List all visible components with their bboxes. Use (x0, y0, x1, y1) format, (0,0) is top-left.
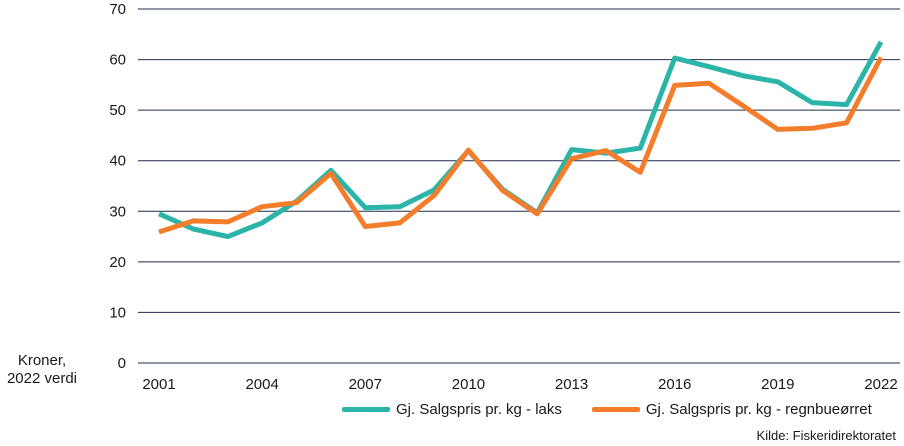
legend-swatch-laks (342, 407, 390, 412)
y-tick-label: 20 (109, 254, 126, 271)
y-tick-label: 50 (109, 102, 126, 119)
x-tick-label: 2004 (245, 376, 278, 393)
x-tick-label: 2019 (761, 376, 794, 393)
x-tick-label: 2007 (349, 376, 382, 393)
x-tick-label: 2022 (864, 376, 897, 393)
y-tick-label: 30 (109, 203, 126, 220)
y-tick-label: 10 (109, 304, 126, 321)
x-tick-label: 2013 (555, 376, 588, 393)
series-line-regnbueorret (158, 56, 884, 235)
y-tick-label: 70 (109, 1, 126, 18)
y-axis-label: Kroner, 2022 verdi (6, 352, 78, 387)
legend-item-regnbueorret: Gj. Salgspris pr. kg - regnbueørret (591, 401, 872, 418)
legend-label-laks: Gj. Salgspris pr. kg - laks (396, 401, 562, 418)
x-tick-label: 2001 (142, 376, 175, 393)
legend: Gj. Salgspris pr. kg - laks Gj. Salgspri… (342, 401, 872, 418)
y-axis-ticks: 0 10 20 30 40 50 60 70 (109, 1, 126, 372)
x-tick-label: 2016 (658, 376, 691, 393)
legend-label-regnbueorret: Gj. Salgspris pr. kg - regnbueørret (645, 401, 872, 418)
legend-item-laks: Gj. Salgspris pr. kg - laks (342, 401, 562, 418)
gridlines (138, 8, 900, 364)
x-axis-ticks: 2001 2004 2007 2010 2013 2016 2019 2022 (142, 376, 897, 393)
x-tick-label: 2010 (452, 376, 485, 393)
y-tick-label: 0 (118, 355, 126, 372)
series-lines (157, 40, 884, 240)
source-note: Kilde: Fiskeridirektoratet (756, 428, 896, 443)
y-tick-label: 40 (109, 153, 126, 170)
legend-swatch-regnbueorret (591, 407, 640, 412)
y-tick-label: 60 (109, 52, 126, 69)
